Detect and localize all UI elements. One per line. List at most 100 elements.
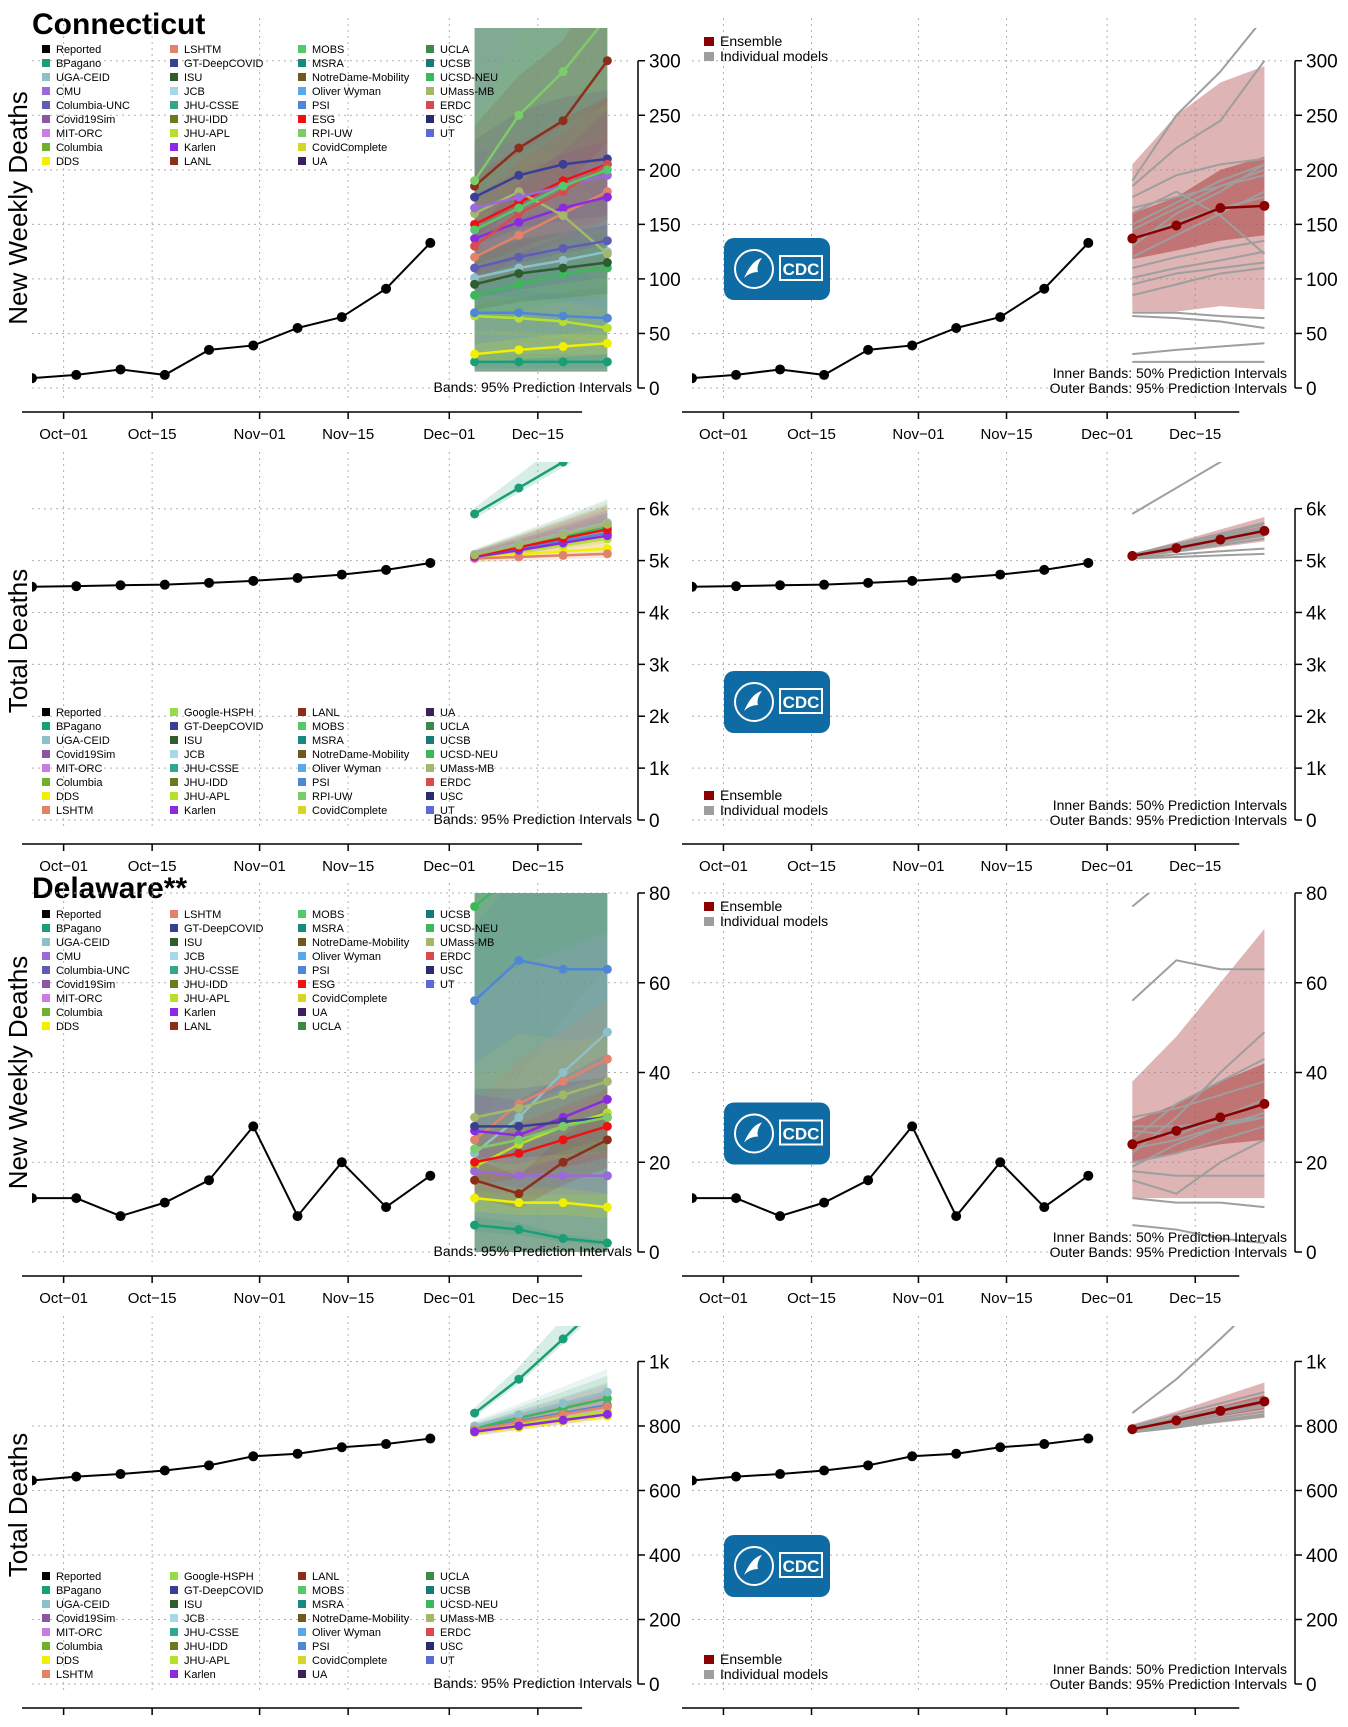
model-point	[514, 1225, 524, 1235]
legend-label: CMU	[56, 951, 81, 963]
cdc-logo: CDC	[724, 671, 830, 733]
legend-swatch	[170, 73, 178, 81]
y-tick-label: 100	[1306, 270, 1338, 291]
hhs-eagle	[744, 1555, 762, 1575]
model-point	[514, 1112, 524, 1122]
model-line	[473, 1326, 579, 1415]
model-point	[470, 1175, 480, 1185]
legend-label: UA	[440, 707, 456, 719]
model-point	[558, 211, 568, 221]
legend-label: Columbia	[56, 142, 103, 154]
individual-model-line	[1132, 311, 1265, 320]
individual-model-line	[1131, 60, 1266, 187]
legend-swatch	[170, 1600, 178, 1608]
plot-area	[692, 28, 1270, 384]
model-point	[514, 357, 524, 367]
ensemble-line	[1132, 1400, 1265, 1431]
reported-point	[951, 1211, 962, 1222]
x-tick-label: Oct−01	[699, 1290, 748, 1307]
model-line	[474, 342, 608, 356]
legend-swatch	[42, 994, 50, 1002]
individual-model-line	[1131, 1326, 1236, 1414]
legend-swatch	[298, 73, 306, 81]
x-tick-label: Oct−15	[787, 426, 836, 443]
legend-label: Covid19Sim	[56, 979, 115, 991]
individual-model-line	[1132, 1224, 1265, 1245]
y-axis-label: New Weekly Deaths	[3, 91, 33, 325]
legend-label: NotreDame-Mobility	[312, 749, 410, 761]
model-line	[474, 174, 608, 210]
reported-point	[115, 364, 126, 375]
legend-label: UCLA	[312, 1021, 342, 1033]
model-point	[602, 56, 612, 66]
hhs-seal	[734, 249, 774, 289]
reported-point	[115, 1211, 126, 1222]
y-tick-label: 20	[1306, 1153, 1327, 1174]
legend-swatch	[426, 1628, 434, 1636]
legend-label: Columbia	[56, 1641, 103, 1653]
legend-label: UT	[440, 805, 455, 817]
reported-point	[32, 581, 37, 592]
legend-label: GT-DeepCOVID	[184, 58, 264, 70]
legend-swatch	[42, 938, 50, 946]
model-point	[470, 241, 480, 251]
legend-label: Karlen	[184, 1669, 216, 1681]
legend-label: MIT-ORC	[56, 128, 102, 140]
legend-label: MOBS	[312, 721, 344, 733]
legend-swatch	[426, 73, 434, 81]
legend-label: UCLA	[440, 44, 470, 56]
individual-model-line	[1132, 534, 1265, 558]
legend-label: LSHTM	[184, 44, 221, 56]
legend-swatch	[42, 45, 50, 53]
model-line	[473, 1031, 609, 1155]
x-tick-label: Dec−15	[512, 1290, 564, 1307]
inner-bands-note: Inner Bands: 50% Prediction Intervals	[1053, 797, 1287, 813]
legend-label: MSRA	[312, 58, 344, 70]
ensemble-legend-label: Ensemble	[720, 898, 782, 914]
y-tick-label: 600	[1306, 1481, 1338, 1502]
legend-label: Karlen	[184, 142, 216, 154]
model-point	[514, 955, 524, 965]
ensemble-legend-swatch	[704, 902, 714, 911]
legend-label: JHU-APL	[184, 128, 230, 140]
legend-swatch	[42, 1642, 50, 1650]
ensemble-point	[1171, 1125, 1182, 1136]
model-point	[602, 1171, 612, 1181]
model-band	[474, 1146, 608, 1195]
reported-point	[248, 575, 259, 586]
outer-bands-note: Outer Bands: 95% Prediction Intervals	[1050, 1676, 1287, 1692]
legend-swatch	[42, 1008, 50, 1016]
model-point	[558, 311, 568, 321]
individual-model-line	[1132, 552, 1265, 560]
model-point	[470, 225, 480, 235]
model-point	[470, 263, 480, 273]
legend-swatch	[170, 910, 178, 918]
y-tick-label: 0	[649, 1675, 660, 1696]
legend-label: ERDC	[440, 777, 471, 789]
legend-label: JCB	[184, 951, 205, 963]
model-line	[474, 1125, 608, 1164]
reported-point	[775, 580, 786, 591]
model-point	[514, 143, 524, 153]
reported-point	[995, 312, 1006, 323]
model-point	[602, 964, 612, 974]
reported-point	[731, 369, 742, 380]
model-point	[558, 263, 568, 273]
y-tick-label: 0	[1306, 1243, 1317, 1264]
legend-label: Google-HSPH	[184, 1571, 254, 1583]
legend-label: ISU	[184, 1599, 202, 1611]
individual-model-line	[1131, 28, 1257, 182]
y-tick-label: 600	[649, 1481, 681, 1502]
model-point	[602, 357, 612, 367]
individual-model-line	[1132, 174, 1265, 209]
reported-point	[248, 1121, 259, 1132]
reported-point	[819, 579, 830, 590]
model-point	[514, 1421, 524, 1431]
model-point	[602, 519, 612, 529]
legend-swatch	[426, 101, 434, 109]
model-point	[602, 249, 612, 259]
individual-model-line	[1132, 1397, 1265, 1429]
legend-swatch	[42, 1600, 50, 1608]
reported-point	[1083, 1170, 1094, 1181]
model-line	[474, 266, 608, 297]
